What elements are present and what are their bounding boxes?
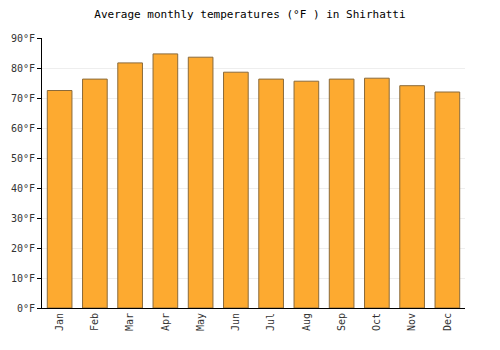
svg-text:30°F: 30°F <box>11 213 35 224</box>
svg-text:90°F: 90°F <box>11 33 35 44</box>
svg-text:60°F: 60°F <box>11 123 35 134</box>
svg-text:Apr: Apr <box>160 313 171 331</box>
svg-text:Average monthly temperatures (: Average monthly temperatures (°F ) in Sh… <box>94 8 405 21</box>
svg-text:Aug: Aug <box>301 313 312 331</box>
svg-text:50°F: 50°F <box>11 153 35 164</box>
svg-text:Sep: Sep <box>336 313 347 331</box>
svg-text:Oct: Oct <box>371 313 382 331</box>
svg-text:10°F: 10°F <box>11 273 35 284</box>
svg-text:20°F: 20°F <box>11 243 35 254</box>
svg-text:70°F: 70°F <box>11 93 35 104</box>
svg-text:May: May <box>195 313 206 331</box>
svg-text:80°F: 80°F <box>11 63 35 74</box>
svg-text:Feb: Feb <box>89 313 100 331</box>
svg-text:Nov: Nov <box>406 313 417 331</box>
svg-text:Mar: Mar <box>124 313 135 331</box>
svg-text:0°F: 0°F <box>17 303 35 314</box>
svg-text:40°F: 40°F <box>11 183 35 194</box>
svg-text:Jan: Jan <box>54 313 65 331</box>
svg-text:Jun: Jun <box>230 313 241 331</box>
svg-text:Dec: Dec <box>442 313 453 331</box>
svg-text:Jul: Jul <box>265 313 276 331</box>
